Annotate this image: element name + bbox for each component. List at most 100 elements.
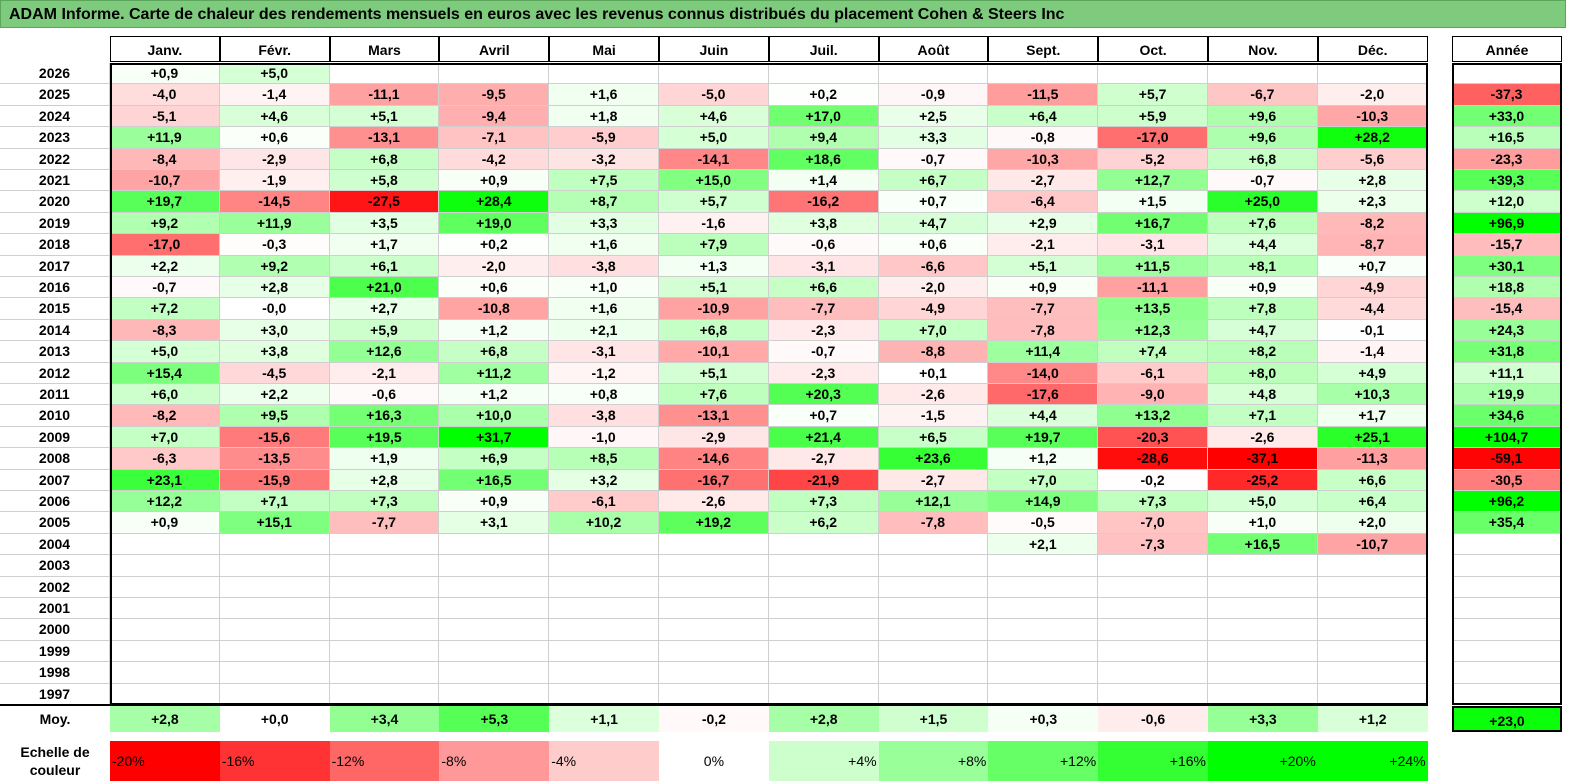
heatmap-cell xyxy=(439,598,550,620)
average-cell: +0,0 xyxy=(219,706,330,732)
heatmap-cell: +4,4 xyxy=(988,405,1099,427)
heatmap-cell xyxy=(110,576,220,598)
heatmap-cell xyxy=(329,640,440,663)
annual-cell xyxy=(1452,662,1562,684)
heatmap-cell xyxy=(878,640,989,663)
heatmap-cell: -8,8 xyxy=(878,341,989,363)
heatmap-cell: -2,7 xyxy=(768,448,879,470)
month-header: Avril xyxy=(439,36,550,62)
heatmap-cell xyxy=(110,598,220,620)
heatmap-cell: -5,9 xyxy=(549,127,659,149)
heatmap-cell: +6,1 xyxy=(329,255,440,277)
heatmap-cell xyxy=(768,63,879,85)
heatmap-cell: +4,4 xyxy=(1208,234,1318,256)
heatmap-cell: -7,7 xyxy=(988,298,1099,320)
heatmap-cell: +9,2 xyxy=(110,212,220,235)
heatmap-cell: +4,8 xyxy=(1208,384,1318,406)
heatmap-cell: -6,6 xyxy=(878,255,989,277)
heatmap-cell: +14,9 xyxy=(988,491,1099,513)
heatmap-cell: -2,6 xyxy=(659,491,769,513)
heatmap-cell: +7,3 xyxy=(1098,491,1208,513)
scale-swatch: +12% xyxy=(988,741,1099,781)
year-label: 2008 xyxy=(0,448,110,470)
heatmap-cell: +1,2 xyxy=(988,448,1099,470)
heatmap-cell: -5,0 xyxy=(659,84,769,106)
heatmap-cell xyxy=(768,640,879,663)
heatmap-cell: +6,9 xyxy=(439,448,550,470)
heatmap-cell xyxy=(768,683,879,705)
heatmap-cell: -6,7 xyxy=(1208,84,1318,106)
heatmap-cell: +21,4 xyxy=(768,426,879,449)
year-label: 1998 xyxy=(0,662,110,684)
heatmap-cell: +5,1 xyxy=(988,255,1099,277)
heatmap-cell: -0,5 xyxy=(988,512,1099,534)
heatmap-cell: +9,6 xyxy=(1208,127,1318,149)
month-header: Nov. xyxy=(1208,36,1318,62)
heatmap-cell: -14,6 xyxy=(659,448,769,470)
heatmap-cell: +6,5 xyxy=(878,426,989,449)
heatmap-cell: +3,1 xyxy=(439,512,550,534)
heatmap-cell: +1,4 xyxy=(768,170,879,192)
annual-cell: -15,7 xyxy=(1452,234,1562,256)
heatmap-cell xyxy=(659,662,769,684)
heatmap-cell: -3,8 xyxy=(549,255,659,277)
heatmap-cell xyxy=(329,63,440,85)
heatmap-cell xyxy=(549,533,659,556)
annual-cell: -15,4 xyxy=(1452,298,1562,320)
heatmap-cell: +5,0 xyxy=(110,341,220,363)
annual-cell: -23,3 xyxy=(1452,148,1562,170)
heatmap-cell: -2,9 xyxy=(659,426,769,449)
heatmap-cell xyxy=(329,576,440,598)
heatmap-cell: -15,6 xyxy=(219,426,330,449)
heatmap-cell: +19,7 xyxy=(988,426,1099,449)
heatmap-cell xyxy=(110,683,220,705)
heatmap-cell: +2,5 xyxy=(878,105,989,128)
heatmap-cell: -7,8 xyxy=(878,512,989,534)
heatmap-cell: +3,2 xyxy=(549,469,659,491)
month-header: Août xyxy=(878,36,989,62)
scale-swatch: -20% xyxy=(110,741,220,781)
heatmap-cell: -11,1 xyxy=(329,84,440,106)
annual-cell: +39,3 xyxy=(1452,170,1562,192)
heatmap-cell: -37,1 xyxy=(1208,448,1318,470)
heatmap-cell xyxy=(878,619,989,641)
annual-cell: +33,0 xyxy=(1452,105,1562,128)
average-cell: +1,2 xyxy=(1317,706,1428,732)
heatmap-cell: +2,1 xyxy=(988,533,1099,556)
heatmap-cell: +7,1 xyxy=(1208,405,1318,427)
year-label: 2014 xyxy=(0,319,110,342)
heatmap-cell xyxy=(329,662,440,684)
heatmap-cell: +13,5 xyxy=(1098,298,1208,320)
heatmap-cell: -0,7 xyxy=(878,148,989,170)
heatmap-cell: -14,1 xyxy=(659,148,769,170)
heatmap-cell: +1,5 xyxy=(1098,191,1208,213)
heatmap-cell: +28,4 xyxy=(439,191,550,213)
scale-swatch: 0% xyxy=(659,741,769,781)
heatmap-cell: +6,8 xyxy=(329,148,440,170)
year-label: 2022 xyxy=(0,148,110,170)
heatmap-cell: +0,6 xyxy=(878,234,989,256)
heatmap-cell xyxy=(1098,662,1208,684)
annual-cell: +31,8 xyxy=(1452,341,1562,363)
average-cell: +0,3 xyxy=(988,706,1099,732)
heatmap-cell: -16,2 xyxy=(768,191,879,213)
heatmap-cell xyxy=(1098,63,1208,85)
heatmap-cell: -15,9 xyxy=(219,469,330,491)
heatmap-cell: -7,3 xyxy=(1098,533,1208,556)
year-label: 2004 xyxy=(0,533,110,556)
year-label: 2000 xyxy=(0,619,110,641)
heatmap-cell: +1,2 xyxy=(439,384,550,406)
heatmap-cell: -4,9 xyxy=(1317,277,1428,299)
heatmap-cell: -20,3 xyxy=(1098,426,1208,449)
heatmap-cell: +7,1 xyxy=(219,491,330,513)
heatmap-cell: -6,1 xyxy=(549,491,659,513)
heatmap-cell: -0,7 xyxy=(110,277,220,299)
heatmap-cell: +0,9 xyxy=(110,63,220,85)
heatmap-cell xyxy=(439,63,550,85)
annual-cell: +104,7 xyxy=(1452,426,1562,449)
heatmap-cell xyxy=(1317,598,1428,620)
month-header: Déc. xyxy=(1317,36,1428,62)
heatmap-cell: -25,2 xyxy=(1208,469,1318,491)
scale-swatch: -4% xyxy=(549,741,659,781)
heatmap-cell: +1,7 xyxy=(1317,405,1428,427)
